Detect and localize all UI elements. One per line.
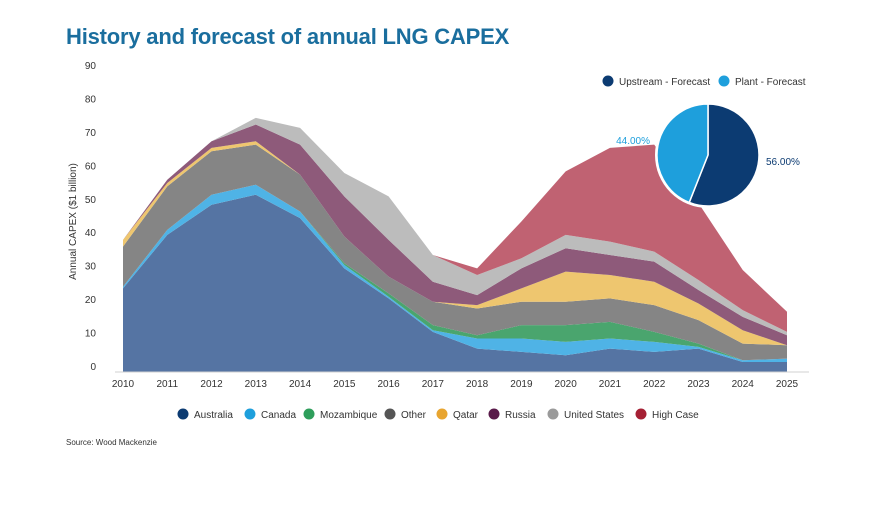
area-australia [123,194,787,372]
x-tick-label: 2021 [599,379,622,390]
legend-marker-other [384,408,396,420]
legend-label-qatar: Qatar [453,410,479,421]
y-tick-label: 90 [85,61,97,72]
legend-label-mozambique: Mozambique [320,410,378,421]
x-tick-label: 2012 [200,379,223,390]
y-tick-label: 30 [85,262,97,273]
x-tick-label: 2015 [333,379,356,390]
x-tick-label: 2018 [466,379,489,390]
x-tick-label: 2020 [555,379,578,390]
y-axis-title: Annual CAPEX ($1 billion) [68,163,79,280]
x-tick-label: 2023 [687,379,710,390]
legend-marker-qatar [436,408,448,420]
x-tick-label: 2017 [422,379,445,390]
y-tick-label: 80 [85,94,97,105]
pie-slice-plant-forecast [656,103,709,204]
legend-label-canada: Canada [261,410,296,421]
area-other [123,144,787,361]
axes-group: 0 10 20 30 40 50 60 70 80 90 2010 2011 2012 2013 2014 2… [68,61,809,390]
legend-marker-australia [177,408,189,420]
x-tick-label: 2024 [732,379,755,390]
pie-label-plant: 44.00% [616,136,650,147]
y-tick-label: 20 [85,295,97,306]
x-tick-label: 2016 [377,379,400,390]
y-tick-label: 10 [85,329,97,340]
legend-label-russia: Russia [505,410,536,421]
legend-marker-high-case [635,408,647,420]
pie-label-upstream: 56.00% [766,157,800,168]
legend-label-high-case: High Case [652,410,699,421]
area-legend: Australia Canada Mozambique Other Qatar Russi… [177,408,699,421]
x-tick-label: 2010 [112,379,135,390]
area-qatar [123,141,787,346]
legend-label-united-states: United States [564,410,624,421]
y-tick-label: 50 [85,195,97,206]
area-russia [123,124,787,346]
y-tick-label: 60 [85,161,97,172]
pie-chart: 56.00% 44.00% [616,102,800,208]
y-tick-label: 0 [90,362,96,373]
legend-label-australia: Australia [194,410,233,421]
pie-slice-upstream-forecast [688,103,760,207]
x-tick-label: 2022 [643,379,666,390]
legend-marker-russia [488,408,500,420]
chart-title: History and forecast of annual LNG CAPEX [66,24,510,49]
x-tick-label: 2014 [289,379,312,390]
pie-legend-marker-upstream-forecast [602,75,614,87]
x-tick-label: 2013 [245,379,268,390]
legend-marker-canada [244,408,256,420]
x-tick-label: 2025 [776,379,799,390]
legend-marker-united-states [547,408,559,420]
x-tick-label: 2011 [157,379,179,390]
area-high-case [123,117,787,332]
pie-legend-marker-plant-forecast [718,75,730,87]
legend-marker-mozambique [303,408,315,420]
pie-legend-label-upstream-forecast: Upstream - Forecast [619,77,710,88]
pie-legend: Upstream - Forecast Plant - Forecast [602,75,806,88]
legend-label-other: Other [401,410,427,421]
source-note: Source: Wood Mackenzie [66,438,158,447]
pie-legend-label-plant-forecast: Plant - Forecast [735,77,806,88]
y-tick-label: 40 [85,228,97,239]
x-tick-label: 2019 [510,379,533,390]
y-tick-label: 70 [85,128,97,139]
area-series-group [123,117,787,372]
